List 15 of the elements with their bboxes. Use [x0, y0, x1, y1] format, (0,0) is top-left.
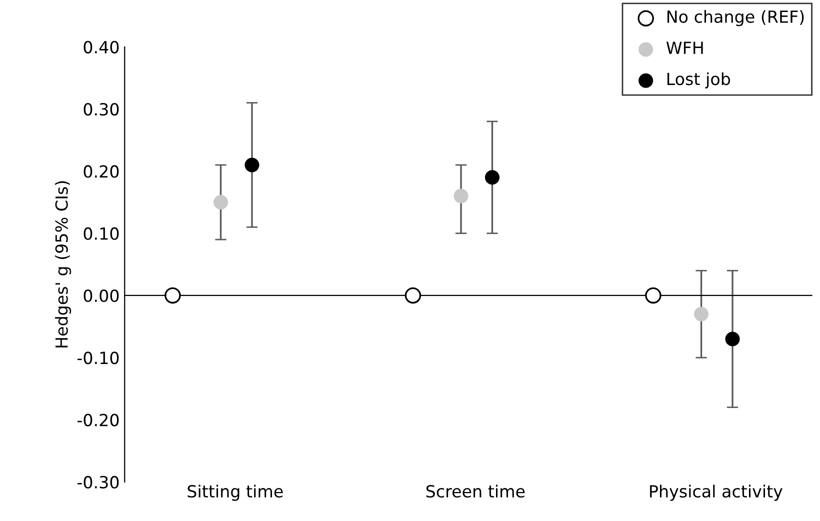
y-tick-label: 0.20: [84, 165, 119, 178]
y-tick-label: 0.30: [84, 103, 119, 116]
y-tick-label: 0.10: [84, 227, 119, 240]
y-tick-label: -0.30: [77, 476, 119, 488]
legend-label: Lost job: [667, 72, 730, 88]
x-tick-label: Screen time: [426, 484, 525, 498]
y-tick-label: -0.10: [77, 352, 119, 364]
x-tick-label: Sitting time: [188, 484, 283, 501]
y-tick-label: -0.20: [77, 414, 119, 426]
legend-label: No change (REF): [667, 10, 804, 26]
y-tick-label: 0.00: [84, 289, 119, 302]
legend-label: WFH: [666, 42, 703, 54]
y-tick-label: 0.40: [84, 40, 119, 54]
y-axis-title: Hedges' g (95% CIs): [54, 181, 72, 348]
x-tick-label: Physical activity: [650, 484, 782, 501]
